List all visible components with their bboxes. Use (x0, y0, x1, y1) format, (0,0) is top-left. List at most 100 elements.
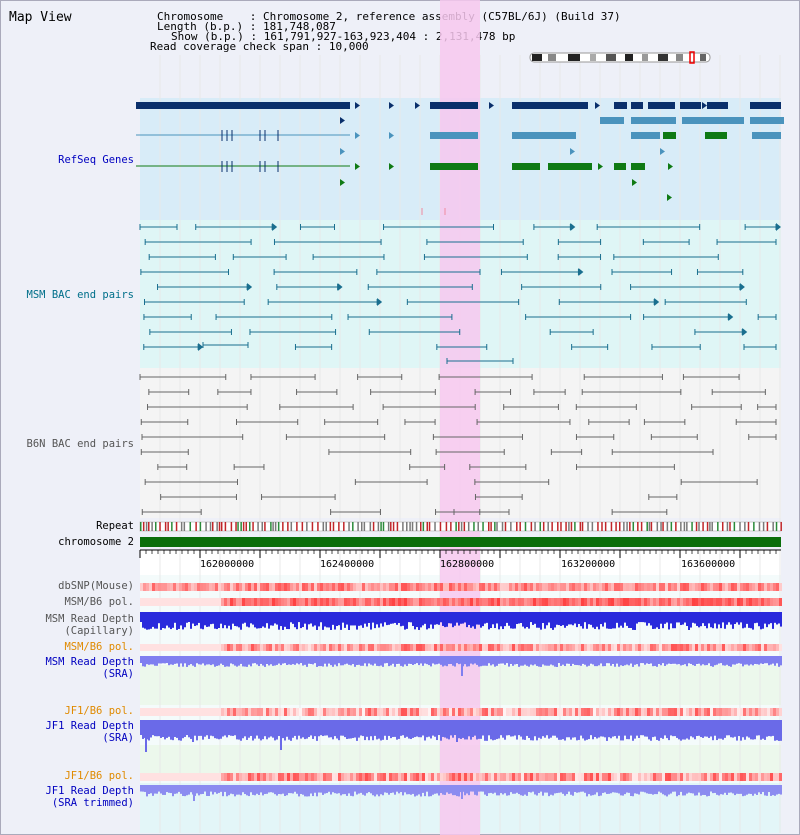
repeat-element (721, 522, 724, 531)
heat-cell (275, 644, 278, 651)
depth-bar (488, 720, 490, 736)
depth-bar (752, 785, 754, 796)
b6n-bac-end-pairs-label[interactable]: B6N BAC end pairs (26, 438, 134, 450)
depth-bar (156, 720, 158, 737)
depth-bar (400, 656, 402, 666)
depth-bar (180, 612, 182, 626)
msm-bac-end-pairs-label[interactable]: MSM BAC end pairs (26, 289, 134, 301)
heat-cell (386, 773, 389, 781)
heat-cell (392, 708, 395, 716)
depth-bar (426, 720, 428, 738)
heat-cell (164, 644, 167, 651)
gene-arrow (530, 132, 535, 139)
repeat-element (530, 522, 533, 531)
heat-cell (245, 598, 248, 606)
repeat-element (591, 522, 594, 531)
gene-exon (752, 132, 781, 139)
depth-bar (512, 612, 514, 629)
highlight-region (440, 0, 480, 835)
heat-cell (467, 773, 470, 781)
heat-cell (515, 583, 518, 591)
repeat-element (167, 522, 169, 531)
heat-cell (419, 773, 422, 781)
depth-bar (236, 612, 238, 627)
depth-bar (232, 720, 234, 736)
depth-bar (326, 785, 328, 794)
depth-bar (420, 612, 422, 628)
heat-cell (407, 773, 410, 781)
heat-cell (689, 598, 692, 606)
depth-bar (744, 612, 746, 628)
heat-cell (677, 708, 680, 716)
heat-cell (143, 583, 146, 591)
depth-bar (380, 656, 382, 666)
heat-cell (572, 644, 575, 651)
heat-cell (305, 598, 308, 606)
heat-cell (158, 583, 161, 591)
heat-cell (341, 583, 344, 591)
depth-bar (164, 612, 166, 629)
heat-cell (284, 644, 287, 651)
heat-cell (170, 773, 173, 781)
heat-cell (410, 773, 413, 781)
refseq-genes-label[interactable]: RefSeq Genes (58, 154, 134, 166)
heat-cell (554, 644, 557, 651)
heat-cell (143, 644, 146, 651)
heat-cell (344, 644, 347, 651)
heat-cell (305, 644, 308, 651)
depth-bar (334, 656, 336, 665)
depth-bar (346, 612, 348, 625)
heat-cell (332, 773, 335, 781)
depth-bar (574, 785, 576, 792)
depth-bar (462, 612, 464, 624)
heat-cell (323, 644, 326, 651)
repeat-element (357, 522, 359, 531)
depth-bar (670, 656, 672, 665)
heat-cell (275, 773, 278, 781)
gene-arrow (668, 163, 673, 170)
heat-cell (404, 773, 407, 781)
depth-bar (362, 612, 364, 628)
repeat-element (629, 522, 631, 531)
depth-bar (278, 785, 280, 794)
heat-cell (518, 598, 521, 606)
depth-bar (198, 656, 200, 665)
heat-cell (614, 583, 617, 591)
depth-bar (382, 612, 384, 627)
heat-cell (452, 598, 455, 606)
repeat-element (380, 522, 382, 531)
repeat-element (637, 522, 639, 531)
heat-cell (335, 583, 338, 591)
heat-cell (458, 644, 461, 651)
heat-cell (269, 708, 272, 716)
heat-cell (269, 583, 272, 591)
depth-bar (282, 785, 284, 794)
heat-cell (200, 773, 203, 781)
depth-bar (158, 720, 160, 737)
depth-bar (698, 785, 700, 793)
depth-bar (648, 656, 650, 665)
repeat-element (332, 522, 335, 531)
depth-bar (552, 656, 554, 666)
depth-bar (630, 656, 632, 664)
depth-bar (566, 785, 568, 795)
repeat-element (287, 522, 289, 531)
depth-bar (678, 720, 680, 740)
heat-cell (470, 598, 473, 606)
heat-cell (515, 773, 518, 781)
depth-bar (766, 785, 768, 796)
heat-cell (569, 598, 572, 606)
heat-cell (218, 583, 221, 591)
depth-bar (346, 720, 348, 740)
heat-cell (299, 644, 302, 651)
heat-cell (365, 583, 368, 591)
depth-bar (598, 656, 600, 666)
depth-spike (456, 720, 458, 742)
heat-cell (413, 583, 416, 591)
repeat-element (632, 522, 635, 531)
coverage-label: Read coverage check span (150, 40, 309, 53)
repeat-element (411, 522, 414, 531)
ideogram-band (700, 54, 706, 61)
heat-cell (293, 773, 296, 781)
